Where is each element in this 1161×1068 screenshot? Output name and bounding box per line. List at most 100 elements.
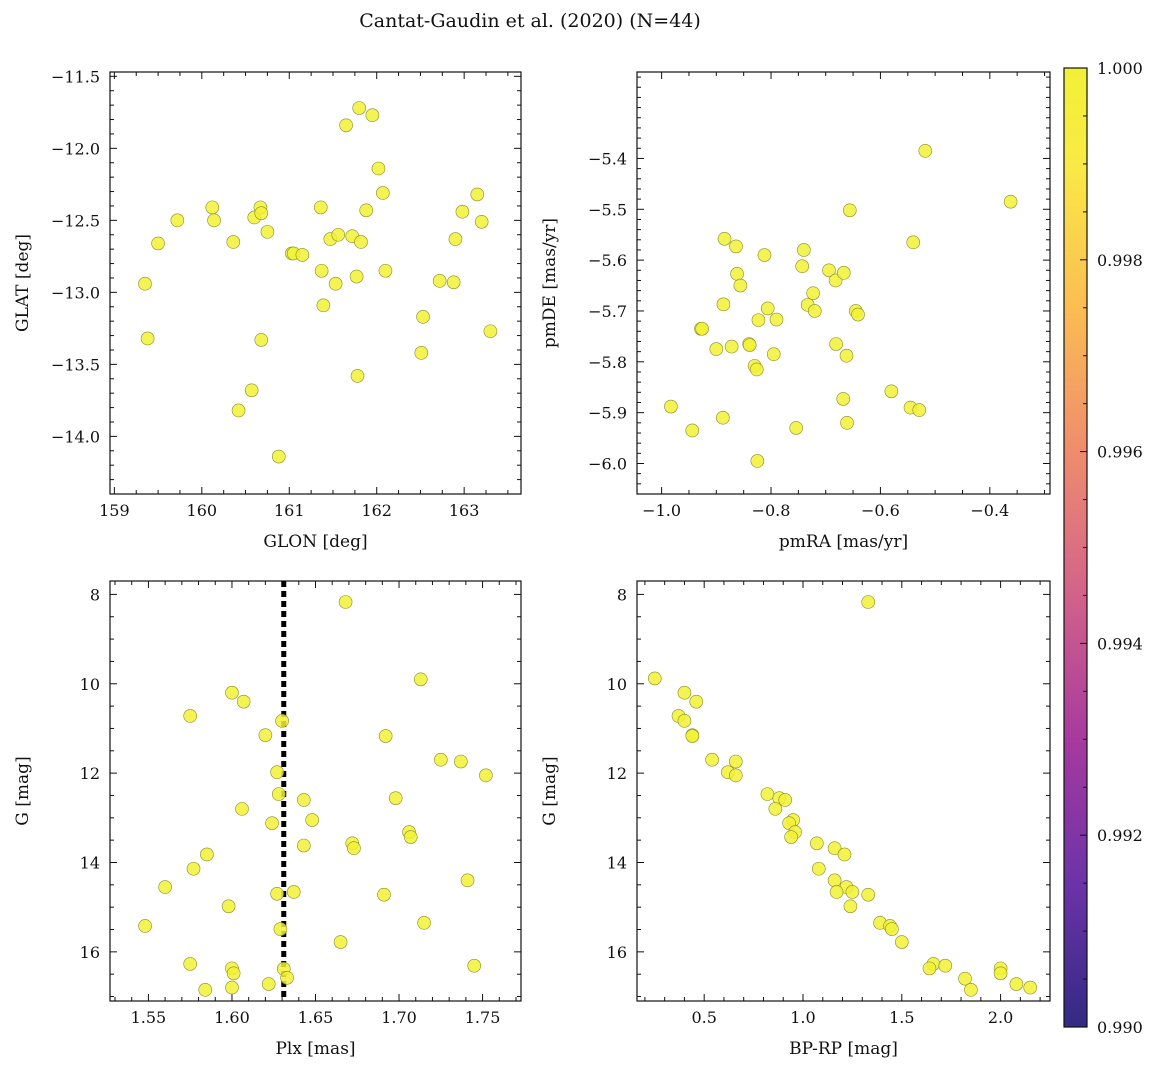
scatter-point <box>750 454 765 468</box>
scatter-point <box>836 266 851 280</box>
plot-frame <box>109 580 522 1002</box>
scatter-point <box>1003 194 1018 209</box>
scatter-point <box>677 714 692 728</box>
scatter-point <box>836 392 851 406</box>
y-tick-label: −11.5 <box>51 67 100 86</box>
scatter-point <box>414 346 429 360</box>
scatter-point <box>760 301 775 316</box>
scatter-point <box>729 768 743 783</box>
y-tick-label: −6.0 <box>588 454 627 473</box>
scatter-point <box>333 935 348 949</box>
scatter-point <box>275 714 289 728</box>
scatter-point <box>757 248 772 262</box>
scatter-point <box>479 768 493 783</box>
scatter-point <box>845 885 860 899</box>
scatter-point <box>918 144 933 158</box>
scatter-point <box>797 243 811 257</box>
figure-title: Cantat-Gaudin et al. (2020) (N=44) <box>359 10 701 32</box>
panel-glon-glat: 159 160 161 162 163 −11.5 −12.0 −12.5 −13.0 −13.5… <box>13 67 522 552</box>
scatter-point <box>827 841 842 855</box>
scatter-point <box>258 728 273 742</box>
scatter-point <box>705 752 719 767</box>
scatter-point <box>958 971 972 986</box>
scatter-point <box>829 885 844 899</box>
scatter-point <box>254 206 269 220</box>
scatter-point <box>795 259 810 274</box>
scatter-point <box>724 339 739 354</box>
y-tick-label: −5.6 <box>588 251 627 270</box>
scatter-point <box>200 847 214 862</box>
scatter-point <box>365 108 380 123</box>
scatter-point <box>186 861 201 876</box>
scatter-point <box>467 958 482 973</box>
plot-frame <box>636 580 1051 1002</box>
scatter-point <box>388 791 403 805</box>
x-tick-label: −1.0 <box>642 501 681 520</box>
scatter-point <box>861 887 876 902</box>
y-tick-label: −12.5 <box>51 211 100 230</box>
colorbar-tick-label: 0.994 <box>1097 634 1143 653</box>
y-tick-label: −12.0 <box>51 139 100 158</box>
y-tick-label: 16 <box>80 943 100 962</box>
scatter-point <box>810 836 824 851</box>
y-tick-label: 16 <box>607 943 627 962</box>
scatter-point <box>894 935 909 949</box>
scatter-point <box>938 958 953 973</box>
scatter-point <box>709 342 724 356</box>
scatter-point <box>434 752 448 767</box>
scatter-point <box>716 297 731 312</box>
scatter-point <box>151 236 165 251</box>
scatter-point <box>448 232 463 246</box>
scatter-point <box>474 214 489 229</box>
scatter-point <box>286 885 301 899</box>
scatter-point <box>183 957 197 971</box>
scatter-point <box>225 980 239 995</box>
scatter-point <box>906 235 921 250</box>
scatter-point <box>338 595 353 609</box>
scatter-point <box>231 403 246 418</box>
scatter-point <box>403 830 418 844</box>
scatter-point <box>1023 980 1038 995</box>
scatter-point <box>455 204 470 219</box>
colorbar-tick-label: 0.990 <box>1097 1018 1143 1037</box>
scatter-point <box>295 248 310 262</box>
x-axis-label: Plx [mas] <box>275 1039 355 1059</box>
x-tick-label: −0.4 <box>970 501 1009 520</box>
y-tick-label: −13.0 <box>51 283 100 302</box>
y-axis-label: G [mag] <box>540 756 560 825</box>
scatter-point <box>221 899 236 914</box>
scatter-point <box>827 873 842 888</box>
scatter-point <box>922 961 937 976</box>
scatter-point <box>226 235 241 249</box>
scatter-point <box>140 331 155 346</box>
scatter-point <box>413 672 428 687</box>
x-axis-label: GLON [deg] <box>263 532 367 552</box>
scatter-point <box>717 231 732 246</box>
scatter-point <box>261 977 276 991</box>
colorbar-tick-label: 0.992 <box>1097 826 1143 845</box>
scatter-point <box>647 671 662 686</box>
y-tick-label: −5.7 <box>588 302 627 321</box>
scatter-point <box>778 793 793 807</box>
scatter-point <box>861 595 876 609</box>
y-tick-label: 10 <box>607 675 627 694</box>
x-tick-label: 163 <box>449 501 480 520</box>
scatter-point <box>811 861 826 876</box>
y-tick-label: 14 <box>80 853 100 872</box>
y-tick-label: 12 <box>607 764 627 783</box>
panel-bprp-g: 0.5 1.0 1.5 2.0 8 10 12 14 16 BP-RP [mag] G [mag] <box>540 580 1051 1059</box>
scatter-point <box>749 362 764 377</box>
scatter-point <box>432 274 447 288</box>
scatter-point <box>183 709 197 723</box>
scatter-point <box>371 161 386 176</box>
scatter-point <box>733 278 748 293</box>
y-tick-label: −13.5 <box>51 355 100 374</box>
scatter-point <box>483 324 498 339</box>
scatter-point <box>235 802 249 816</box>
y-tick-label: −14.0 <box>51 427 100 446</box>
y-tick-label: 10 <box>80 675 100 694</box>
y-tick-label: −5.5 <box>588 200 627 219</box>
scatter-point <box>729 239 743 254</box>
scatter-point <box>271 449 286 464</box>
scatter-point <box>314 263 329 278</box>
